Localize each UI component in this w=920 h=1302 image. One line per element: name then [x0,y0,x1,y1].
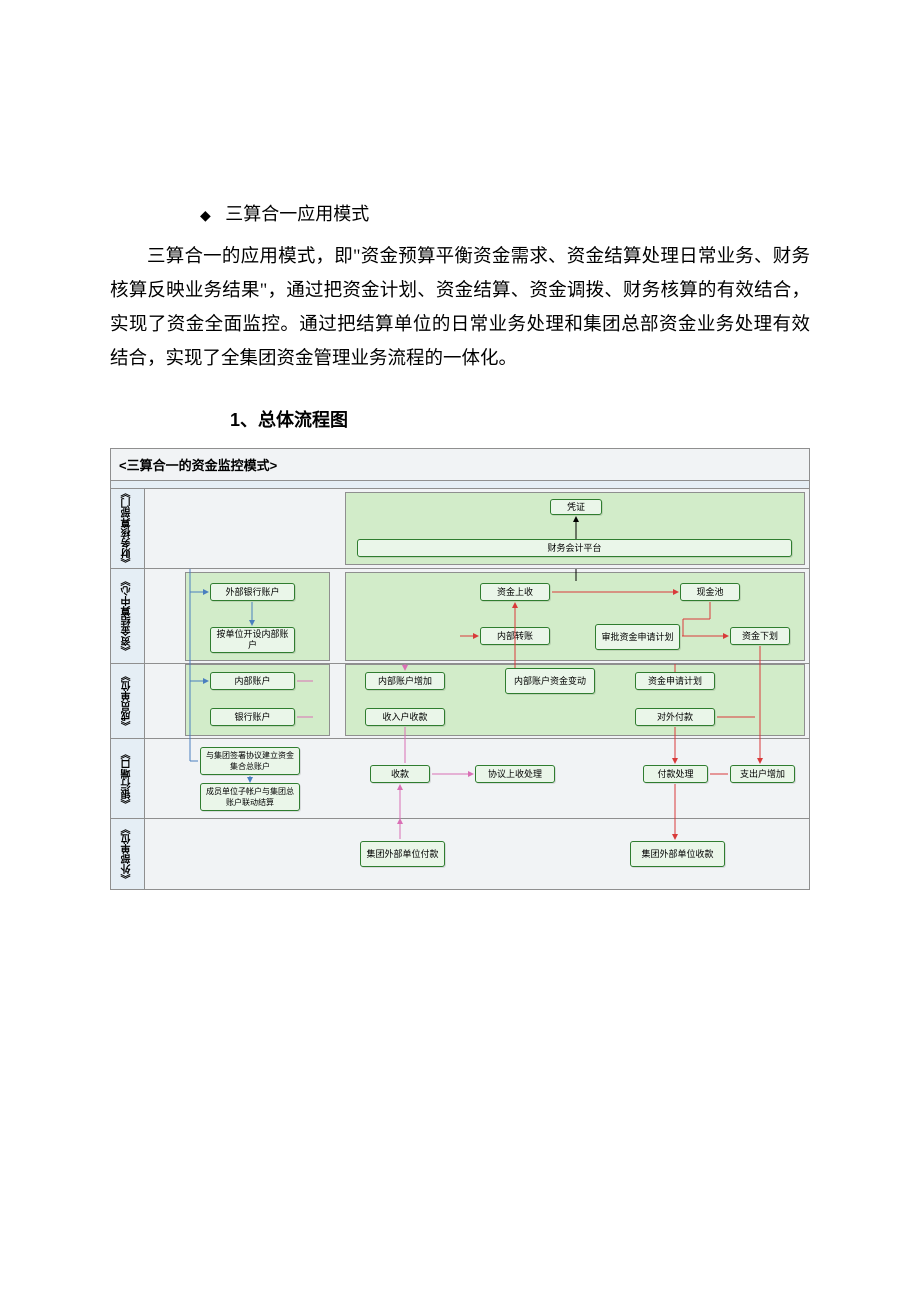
node-agree-collect: 协议上收处理 [475,765,555,783]
lane-label-center: 《资金结算中心》 [111,569,145,663]
node-bank-acct: 银行账户 [210,708,295,726]
node-fund-collect: 资金上收 [480,583,550,601]
diamond-bullet-icon: ◆ [200,209,211,224]
node-ext-pay: 对外付款 [635,708,715,726]
node-ext-unit-pay: 集团外部单位付款 [360,841,445,867]
node-out-acct-inc: 支出户增加 [730,765,795,783]
node-fund-down: 资金下划 [730,627,790,645]
section-heading: 1、总体流程图 [230,406,810,432]
node-ext-unit-recv: 集团外部单位收款 [630,841,725,867]
node-recv-collect: 收入户收款 [365,708,445,726]
lane-label-finance: 《财务核算部门》 [111,489,145,568]
lane-label-member: 《成员单位》 [111,664,145,738]
node-apply-plan: 资金申请计划 [635,672,715,690]
node-int-acct: 内部账户 [210,672,295,690]
lane-label-bank: 《银行端口》 [111,739,145,818]
bullet-heading: ◆ 三算合一应用模式 [200,200,810,226]
node-platform: 财务会计平台 [357,539,792,557]
node-receipt: 收款 [370,765,430,783]
lane-center: 《资金结算中心》 外部银行账户 按单位开设内部账户 资金上收 现金池 内部转账 … [111,569,809,664]
lane-external: 《外部单位》 集团外部单位付款 集团外部单位收款 [111,819,809,889]
flowchart-diagram: <三算合一的资金监控模式> 《财务核算部门》 凭证 财务会计平台 《资金结算中心… [110,448,810,890]
body-paragraph: 三算合一的应用模式，即"资金预算平衡资金需求、资金结算处理日常业务、财务核算反映… [110,240,810,376]
node-voucher: 凭证 [550,499,602,515]
node-open-internal: 按单位开设内部账户 [210,627,295,653]
bullet-title-text: 三算合一应用模式 [225,204,369,224]
diagram-title: <三算合一的资金监控模式> [111,449,809,480]
node-approve-plan: 审批资金申请计划 [595,624,680,650]
lane-label-external: 《外部单位》 [111,819,145,889]
lane-finance: 《财务核算部门》 凭证 财务会计平台 [111,489,809,569]
lane-member: 《成员单位》 内部账户 银行账户 内部账户增加 收入户收款 内部账户资金变动 资… [111,664,809,739]
node-cash-pool: 现金池 [680,583,740,601]
node-int-acct-chg: 内部账户资金变动 [505,668,595,694]
lane-bank: 《银行端口》 与集团签署协议建立资金集合总账户 成员单位子帐户与集团总账户联动结… [111,739,809,819]
diagram-blank-strip [111,481,809,489]
node-int-transfer: 内部转账 [480,627,550,645]
node-sub-link: 成员单位子帐户与集团总账户联动结算 [200,783,300,811]
document-page: ◆ 三算合一应用模式 三算合一的应用模式，即"资金预算平衡资金需求、资金结算处理… [0,0,920,950]
node-int-acct-inc: 内部账户增加 [365,672,445,690]
node-pay-proc: 付款处理 [643,765,708,783]
node-sign-agree: 与集团签署协议建立资金集合总账户 [200,747,300,775]
node-ext-bank-acct: 外部银行账户 [210,583,295,601]
